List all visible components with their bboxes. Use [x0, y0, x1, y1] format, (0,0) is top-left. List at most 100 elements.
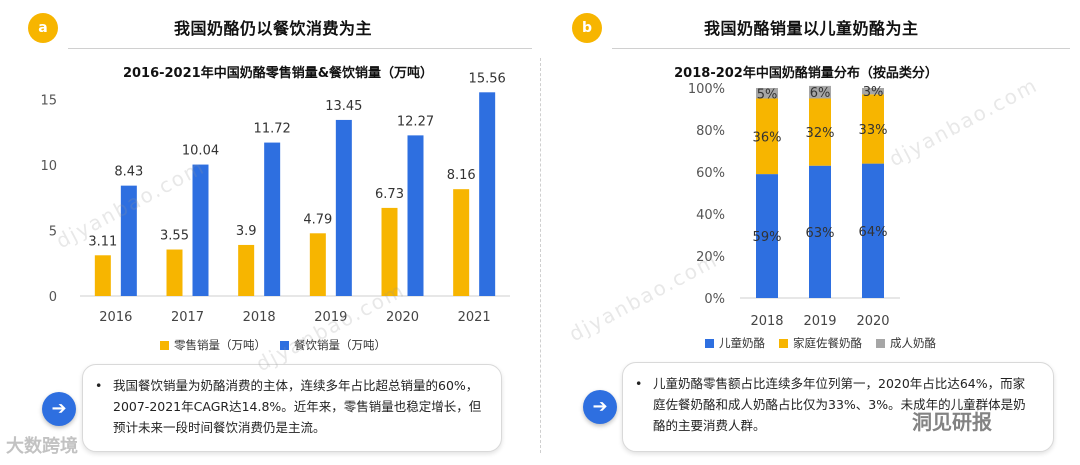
chart-b-data-label: 36% — [753, 130, 782, 145]
panel-b-note-text: 儿童奶酪零售额占比连续多年位列第一，2020年占比达64%，而家庭佐餐奶酪和成人… — [653, 376, 1026, 433]
panel-a-badge: a — [28, 13, 58, 43]
legend-label-retail: 零售销量（万吨） — [174, 338, 266, 352]
chart-a-bar — [238, 244, 255, 296]
legend-label-foodservice: 餐饮销量（万吨） — [294, 338, 386, 352]
legend-swatch-retail — [160, 340, 169, 350]
chart-b-bar-segment — [809, 98, 831, 166]
chart-b-x-tick: 2020 — [856, 314, 889, 329]
chart-a-bar — [381, 207, 398, 296]
chart-b-y-tick: 60% — [696, 166, 725, 181]
chart-a-bar — [192, 164, 209, 296]
chart-b-y-tick: 80% — [696, 124, 725, 139]
chart-a-bar — [309, 233, 326, 296]
chart-b-data-label: 64% — [859, 225, 888, 240]
chart-a-y-tick: 0 — [49, 290, 57, 305]
chart-a-bar — [335, 119, 352, 296]
watermark-bottom-right: 洞见研报 — [912, 410, 992, 434]
chart-a-x-tick: 2019 — [314, 310, 347, 325]
chart-a-bar — [453, 189, 470, 296]
chart-b-data-label: 33% — [859, 123, 888, 138]
chart-b-bar-segment — [809, 165, 831, 298]
chart-a-legend: 零售销量（万吨） 餐饮销量（万吨） — [160, 337, 386, 353]
chart-a-bar — [166, 249, 183, 296]
panel-a-header: a 我国奶酪仍以餐饮消费为主 — [28, 13, 532, 49]
legend-item-foodservice: 餐饮销量（万吨） — [280, 337, 386, 353]
chart-b-y-tick: 0% — [704, 292, 725, 307]
panel-a-note: • 我国餐饮销量为奶酪消费的主体，连续多年占比超总销量的60%，2007-202… — [82, 364, 502, 452]
chart-b-bar-segment — [756, 88, 778, 99]
chart-a-data-label: 12.27 — [397, 114, 434, 129]
chart-b-data-label: 5% — [757, 87, 778, 102]
chart-a-data-label: 13.45 — [325, 99, 362, 114]
chart-b-legend: 儿童奶酪 家庭佐餐奶酪 成人奶酪 — [705, 335, 936, 351]
chart-a-x-tick: 2018 — [243, 310, 276, 325]
chart-a-y-tick: 15 — [40, 94, 57, 109]
legend-label-children: 儿童奶酪 — [719, 336, 765, 350]
chart-a-data-label: 8.43 — [114, 165, 143, 180]
chart-a-data-label: 3.55 — [160, 229, 189, 244]
chart-a-data-label: 8.16 — [447, 168, 476, 183]
panel-a-note-text: 我国餐饮销量为奶酪消费的主体，连续多年占比超总销量的60%，2007-2021年… — [113, 378, 482, 435]
chart-a-title: 2016-2021年中国奶酪零售销量&餐饮销量（万吨） — [122, 66, 434, 81]
panel-divider — [540, 58, 541, 453]
chart-b-data-label: 3% — [863, 85, 884, 100]
legend-swatch-children — [705, 338, 714, 348]
chart-b-data-label: 63% — [806, 226, 835, 241]
panel-a-title-underline — [68, 48, 532, 49]
chart-a-x-tick: 2021 — [458, 310, 491, 325]
panel-b-note-bullet: • — [635, 376, 643, 391]
chart-a-data-label: 10.04 — [182, 144, 219, 159]
chart-b-bar-segment — [809, 85, 831, 99]
legend-swatch-family — [779, 338, 788, 348]
chart-a-data-label: 6.73 — [375, 187, 404, 202]
chart-a-bar — [479, 92, 496, 297]
chart-b-data-label: 59% — [753, 230, 782, 245]
legend-label-family: 家庭佐餐奶酪 — [793, 336, 862, 350]
panel-b-arrow-icon[interactable]: ➔ — [583, 390, 617, 424]
chart-a-bar — [264, 142, 281, 296]
chart-b-bar-segment — [862, 88, 884, 95]
chart-b-x-tick: 2018 — [750, 314, 783, 329]
panel-b-title: 我国奶酪销量以儿童奶酪为主 — [704, 19, 919, 38]
chart-b-bar-segment — [862, 163, 884, 298]
chart-b-y-tick: 40% — [696, 208, 725, 223]
legend-label-adult: 成人奶酪 — [890, 336, 936, 350]
chart-b-title: 2018-202年中国奶酪销量分布（按品类分） — [674, 66, 938, 81]
legend-item-family: 家庭佐餐奶酪 — [779, 335, 862, 351]
chart-b-svg: 0% 20% 40% 60% 80% 100% 2018 2019 2020 59% 36% 5% 6… — [688, 82, 900, 329]
panel-a-note-bullet: • — [95, 378, 103, 393]
panel-b-title-underline — [612, 48, 1070, 49]
panel-b-note: • 儿童奶酪零售额占比连续多年位列第一，2020年占比达64%，而家庭佐餐奶酪和… — [622, 362, 1054, 452]
chart-b-x-tick: 2019 — [803, 314, 836, 329]
chart-b-y-tick: 100% — [688, 82, 725, 97]
watermark-bottom-left: 大数跨境 — [6, 436, 78, 457]
panel-b-badge: b — [572, 13, 602, 43]
chart-a-y-tick: 10 — [40, 159, 57, 174]
chart-b-bar-segment — [756, 98, 778, 175]
legend-item-children: 儿童奶酪 — [705, 335, 765, 351]
chart-a-y-tick: 5 — [49, 225, 57, 240]
chart-a-data-label: 11.72 — [254, 122, 291, 137]
panel-a-title: 我国奶酪仍以餐饮消费为主 — [174, 19, 373, 38]
legend-item-adult: 成人奶酪 — [876, 335, 936, 351]
panel-a-arrow-icon[interactable]: ➔ — [42, 392, 76, 426]
chart-b-data-label: 6% — [810, 86, 831, 101]
legend-swatch-adult — [876, 338, 885, 348]
chart-a-x-tick: 2016 — [99, 310, 132, 325]
legend-swatch-foodservice — [280, 340, 289, 350]
chart-b-y-tick: 20% — [696, 250, 725, 265]
chart-a-data-label: 3.11 — [88, 234, 117, 249]
chart-b-bar-segment — [756, 174, 778, 298]
chart-a-bar — [407, 135, 424, 296]
chart-a-bar — [94, 255, 111, 296]
chart-b-data-label: 32% — [806, 126, 835, 141]
panel-b-header: b 我国奶酪销量以儿童奶酪为主 — [570, 13, 1070, 49]
chart-a-x-tick: 2020 — [386, 310, 419, 325]
chart-a-bar — [120, 185, 137, 296]
chart-a-svg: 0 5 10 15 2016 2017 2018 2019 2020 2021 3.11 8.43 3… — [40, 71, 510, 325]
chart-a-data-label: 4.79 — [303, 212, 332, 227]
legend-item-retail: 零售销量（万吨） — [160, 337, 266, 353]
chart-a-data-label: 15.56 — [469, 71, 506, 86]
chart-b-bar-segment — [862, 94, 884, 164]
chart-a-data-label: 3.9 — [236, 224, 257, 239]
